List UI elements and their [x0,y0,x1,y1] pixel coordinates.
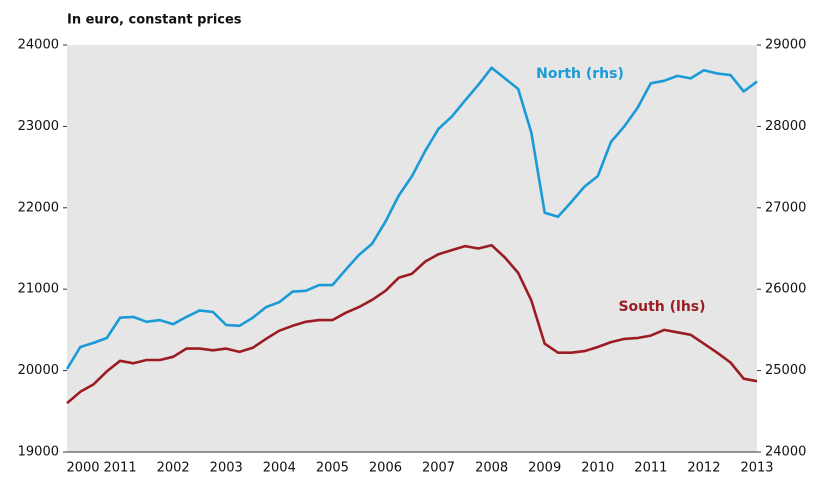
plot-area [67,45,757,452]
series-line [66,243,758,405]
y-tick-label: 21000 [18,282,59,297]
x-tick-label: 2003 [210,461,243,476]
y-tick-label: 23000 [18,119,59,134]
x-tick-label: 2007 [422,461,455,476]
y-tick-label: 22000 [18,200,59,215]
series-line [65,66,758,370]
y-tick-label: 19000 [18,445,59,460]
x-tick-label: 2008 [475,461,508,476]
x-tick-label: 2012 [687,461,720,476]
series-label: North (rhs) [536,66,624,82]
x-tick-label: 2013 [740,461,773,476]
y2-tick-label: 24000 [765,445,806,460]
y2-tick-label: 25000 [765,363,806,378]
y2-tick-label: 28000 [765,119,806,134]
x-tick-label: 2010 [581,461,614,476]
y2-tick-label: 27000 [765,200,806,215]
y-tick-label: 20000 [18,363,59,378]
chart-title: In euro, constant prices [67,13,242,28]
y2-tick-label: 26000 [765,282,806,297]
x-tick-label: 2011 [634,461,667,476]
y2-tick-label: 29000 [765,38,806,53]
x-tick-label: 2004 [263,461,296,476]
series-label: South (lhs) [618,299,705,315]
x-tick-label: 2002 [157,461,190,476]
x-tick-label: 2000 [66,461,99,476]
y-tick-label: 24000 [18,38,59,53]
x-tick-label: 2006 [369,461,402,476]
x-tick-label: 2011 [104,461,137,476]
x-tick-label: 2005 [316,461,349,476]
x-tick-label: 2009 [528,461,561,476]
